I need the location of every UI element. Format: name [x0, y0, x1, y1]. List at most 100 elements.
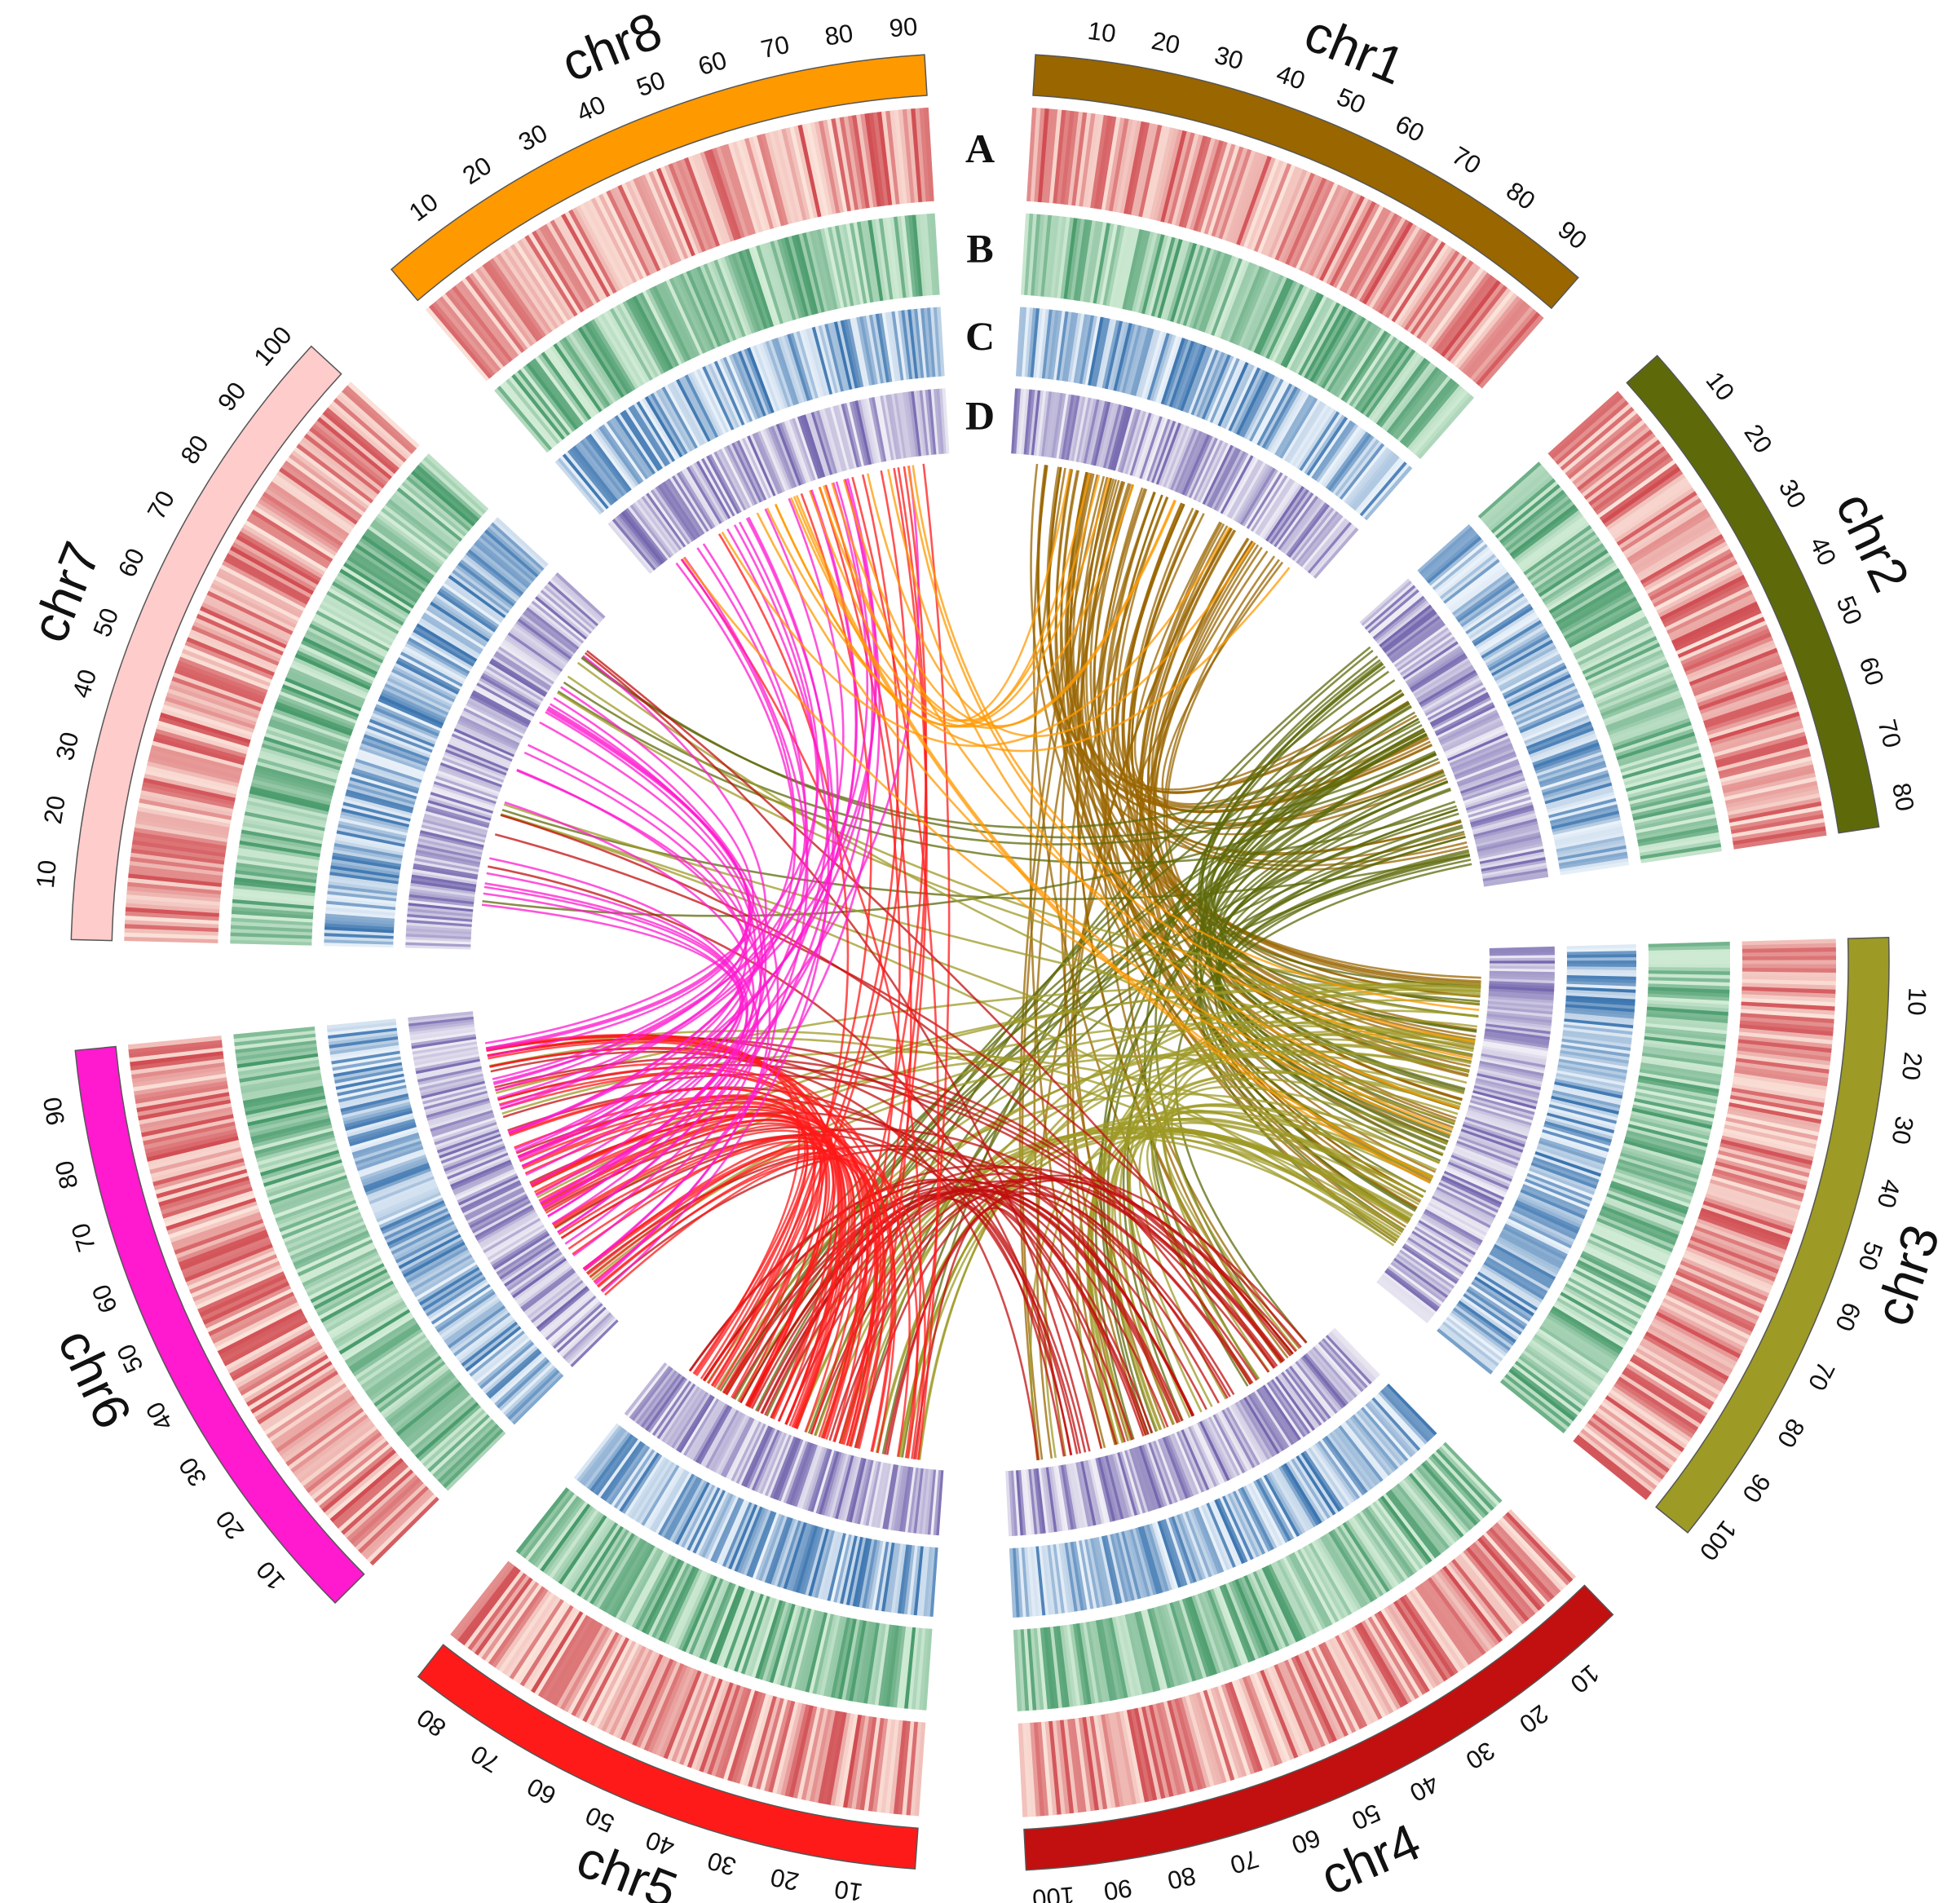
tick-chr5-80: 80 [412, 1703, 451, 1743]
tick-chr5-60: 60 [523, 1772, 561, 1810]
tick-chr7-50: 50 [87, 604, 124, 641]
tick-chr2-20: 20 [1738, 419, 1777, 458]
track-B-chr6 [233, 1027, 506, 1491]
tick-chr7-10: 10 [31, 859, 62, 890]
chromosome-label-chr1: chr1 [1296, 3, 1413, 96]
track-A-chr3 [1573, 938, 1836, 1500]
ideogram-chr8 [390, 54, 928, 302]
tick-chr3-30: 30 [1886, 1114, 1919, 1146]
track-B-chr3 [1499, 942, 1730, 1434]
tick-chr6-40: 40 [140, 1397, 179, 1436]
track-labels: A BCD [965, 126, 995, 439]
ideogram-chr6 [74, 1045, 365, 1605]
track-D-chr8 [607, 388, 950, 574]
track-D-chr5 [624, 1362, 944, 1536]
tick-chr8-90: 90 [888, 12, 918, 43]
track-C-chr2 [1417, 523, 1630, 876]
track-label-A: A [965, 126, 995, 171]
track-C-chr3 [1437, 944, 1636, 1375]
tick-chr4-30: 30 [1461, 1736, 1500, 1775]
tick-chr3-80: 80 [1772, 1414, 1811, 1452]
track-C-chr8 [554, 307, 945, 515]
track-B-chr1 [1021, 213, 1475, 460]
track-D-chr3 [1376, 946, 1556, 1323]
track-D-chr2 [1359, 578, 1549, 887]
tick-chr7-40: 40 [67, 666, 103, 701]
tick-chr1-80: 80 [1501, 176, 1540, 215]
tick-chr3-20: 20 [1896, 1051, 1928, 1082]
chromosome-label-chr3: chr3 [1863, 1217, 1951, 1332]
tick-chr2-80: 80 [1887, 780, 1920, 813]
track-D-chr7 [405, 572, 606, 950]
tick-chr2-70: 70 [1872, 717, 1906, 751]
tick-chr1-70: 70 [1447, 141, 1486, 180]
tick-chr5-20: 20 [768, 1862, 801, 1896]
track-A-chr1 [1026, 107, 1544, 389]
tick-chr2-50: 50 [1831, 592, 1868, 629]
tick-chr5-70: 70 [466, 1739, 505, 1778]
track-B-chr7 [230, 453, 489, 946]
tick-chr2-30: 30 [1773, 475, 1812, 513]
tick-chr5-30: 30 [704, 1846, 739, 1881]
tick-chr6-90: 90 [38, 1095, 70, 1128]
track-A-chr8 [426, 107, 934, 382]
tick-chr8-40: 40 [572, 90, 610, 127]
track-D-chr6 [408, 1011, 619, 1367]
tick-chr7-60: 60 [113, 544, 150, 581]
track-A-chr2 [1547, 391, 1827, 850]
tick-chr8-30: 30 [514, 118, 552, 157]
tick-chr8-60: 60 [695, 46, 730, 81]
tick-chr3-100: 100 [1694, 1515, 1742, 1565]
tick-chr4-10: 10 [1565, 1659, 1605, 1699]
tick-chr7-100: 100 [248, 321, 297, 372]
track-B-chr5 [515, 1487, 933, 1711]
tick-chr3-10: 10 [1902, 987, 1931, 1016]
tick-chr7-80: 80 [175, 430, 214, 469]
ideogram-chr5 [417, 1644, 919, 1870]
tick-chr7-20: 20 [38, 793, 71, 826]
tick-labels: 10 20 30 40 50 60 70 80 90 10 20 30 40 50 60 70 80 10 20 30… [31, 12, 1932, 1903]
tick-chr4-100: 100 [1031, 1881, 1075, 1903]
ideogram-chr1 [1032, 54, 1579, 310]
chromosome-label-chr6: chr6 [46, 1320, 143, 1437]
tick-chr1-10: 10 [1086, 16, 1118, 48]
track-D-chr1 [1011, 388, 1359, 579]
synteny-links [481, 463, 1481, 1461]
ideogram-chr3 [1655, 936, 1890, 1534]
track-C-chr5 [573, 1423, 938, 1617]
tick-chr1-90: 90 [1552, 215, 1592, 255]
tick-chr2-10: 10 [1700, 366, 1740, 406]
track-B-chr4 [1013, 1442, 1503, 1711]
track-A-chr7 [124, 382, 420, 943]
track-C-chr4 [1009, 1383, 1437, 1618]
track-A-chr6 [127, 1035, 439, 1566]
tick-chr4-70: 70 [1227, 1844, 1262, 1879]
tick-chr7-70: 70 [142, 486, 180, 524]
tick-chr7-90: 90 [212, 377, 252, 417]
track-C-chr1 [1015, 307, 1413, 521]
track-C-chr6 [326, 1018, 564, 1425]
tick-chr1-30: 30 [1212, 40, 1247, 75]
track-A-chr4 [1018, 1509, 1577, 1817]
tick-chr8-50: 50 [633, 65, 669, 102]
tick-chr8-80: 80 [823, 19, 854, 51]
track-label-C: C [965, 313, 995, 359]
track-label-D: D [965, 392, 995, 438]
tick-chr6-10: 10 [250, 1556, 290, 1596]
tick-chr6-70: 70 [66, 1220, 102, 1255]
tick-chr2-40: 40 [1804, 532, 1843, 570]
tick-chr5-10: 10 [832, 1874, 864, 1903]
ideogram-chr7 [70, 345, 342, 942]
tick-chr4-80: 80 [1165, 1861, 1199, 1896]
track-D-chr4 [1005, 1327, 1380, 1537]
tick-chr4-40: 40 [1405, 1769, 1443, 1808]
chromosome-ideogram [70, 54, 1890, 1871]
tick-chr1-60: 60 [1391, 109, 1429, 148]
track-B-chr8 [494, 213, 940, 453]
tick-chr7-30: 30 [51, 729, 85, 763]
tick-chr4-20: 20 [1514, 1699, 1553, 1739]
tick-chr3-40: 40 [1871, 1177, 1905, 1211]
link-chr8-chr1 [721, 468, 1291, 753]
tick-chr3-70: 70 [1803, 1358, 1841, 1395]
tick-chr1-20: 20 [1150, 26, 1183, 60]
